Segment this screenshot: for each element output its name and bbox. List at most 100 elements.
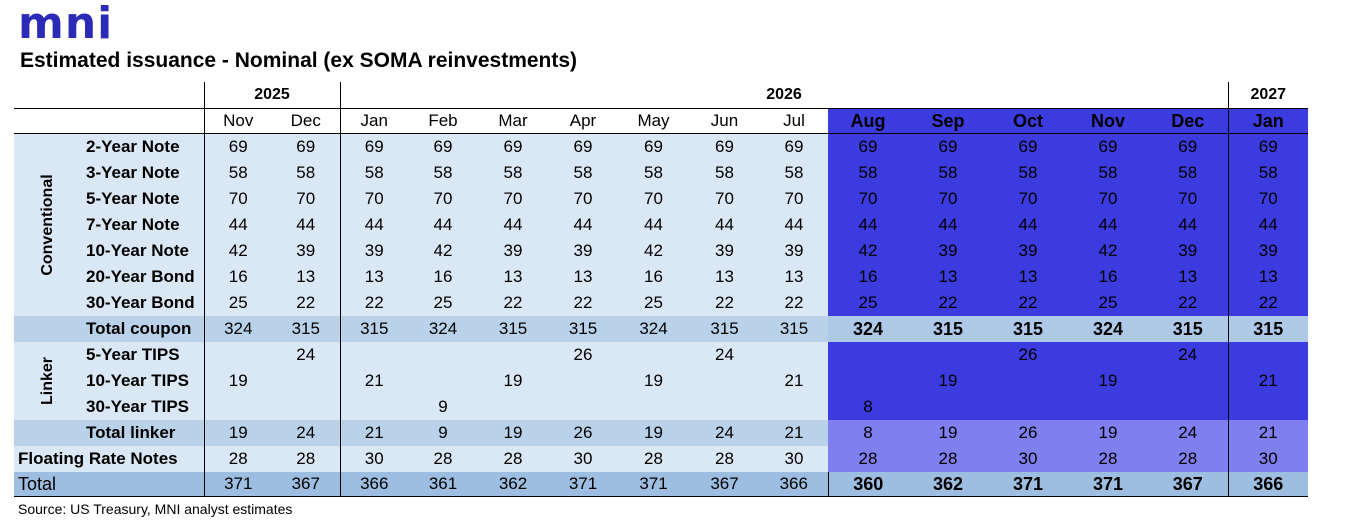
value-cell: 19 [478,420,548,446]
value-cell: 13 [689,264,760,290]
value-cell: 69 [828,133,908,160]
value-cell [340,394,408,420]
row-label: Total [14,472,205,497]
value-cell: 367 [689,472,760,497]
value-cell: 58 [828,160,908,186]
value-cell: 42 [1068,238,1148,264]
value-cell: 13 [478,264,548,290]
value-cell: 69 [340,133,408,160]
value-cell: 69 [689,133,760,160]
year-2025: 2025 [204,82,341,109]
value-cell: 315 [1148,316,1229,342]
value-cell: 58 [272,160,341,186]
value-cell: 44 [548,212,618,238]
value-cell [618,342,689,368]
row-label: 30-Year TIPS [82,394,205,420]
value-cell: 69 [204,133,272,160]
value-cell: 362 [478,472,548,497]
value-cell [988,368,1068,394]
value-cell: 315 [340,316,408,342]
value-cell: 366 [760,472,829,497]
issuance-table: 2025 2026 2027 Nov Dec Jan Feb Mar Apr M… [14,82,1308,497]
row-label: 5-Year Note [82,186,205,212]
value-cell: 44 [1148,212,1229,238]
row-3-year-note: 3-Year Note 58 58 58 58 58 58 58 58 58 58 58 58 58 58 5… [14,160,1308,186]
value-cell [988,394,1068,420]
value-cell: 22 [760,290,828,316]
month-header: Dec [272,108,341,134]
value-cell: 21 [1228,420,1308,446]
month-header: Jul [760,108,828,134]
value-cell: 70 [340,186,408,212]
value-cell [548,394,618,420]
value-cell: 16 [618,264,689,290]
value-cell: 58 [1068,160,1148,186]
month-header: Jan [1228,108,1308,134]
value-cell: 44 [760,212,828,238]
value-cell: 28 [478,446,548,472]
month-header: Feb [408,108,478,134]
value-cell: 371 [618,472,689,497]
value-cell: 21 [760,420,828,446]
value-cell: 13 [1148,264,1229,290]
value-cell: 371 [548,472,618,497]
value-cell: 70 [548,186,618,212]
row-30-year-tips: 30-Year TIPS 9 8 [14,394,1308,420]
value-cell: 44 [828,212,908,238]
value-cell: 30 [1228,446,1308,472]
value-cell: 44 [272,212,341,238]
value-cell: 324 [204,316,272,342]
value-cell: 70 [204,186,272,212]
value-cell: 28 [1068,446,1148,472]
value-cell [340,342,408,368]
value-cell: 19 [1068,420,1148,446]
row-label: 2-Year Note [82,133,205,160]
value-cell: 69 [760,133,828,160]
value-cell: 315 [1228,316,1308,342]
value-cell: 58 [689,160,760,186]
value-cell [1068,342,1148,368]
value-cell [689,394,760,420]
value-cell: 44 [340,212,408,238]
row-label: Total linker [82,420,205,446]
value-cell: 25 [618,290,689,316]
value-cell: 22 [272,290,341,316]
value-cell: 28 [272,446,341,472]
value-cell: 28 [1148,446,1229,472]
value-cell: 315 [988,316,1068,342]
value-cell: 44 [618,212,689,238]
value-cell: 24 [689,342,760,368]
value-cell: 39 [1228,238,1308,264]
value-cell: 22 [1148,290,1229,316]
value-cell: 9 [408,394,478,420]
row-7-year-note: 7-Year Note 44 44 44 44 44 44 44 44 44 44 44 44 44 44 4… [14,212,1308,238]
value-cell: 44 [1068,212,1148,238]
value-cell: 21 [340,368,408,394]
value-cell: 28 [618,446,689,472]
value-cell [760,342,828,368]
value-cell: 24 [1148,420,1229,446]
value-cell: 58 [204,160,272,186]
value-cell [828,342,908,368]
row-5-year-note: 5-Year Note 70 70 70 70 70 70 70 70 70 70 70 70 70 70 7… [14,186,1308,212]
value-cell: 58 [548,160,618,186]
value-cell: 22 [1228,290,1308,316]
value-cell: 362 [908,472,988,497]
value-cell: 13 [908,264,988,290]
value-cell: 24 [272,420,341,446]
value-cell: 70 [1228,186,1308,212]
month-header: Sep [908,108,988,134]
year-2027: 2027 [1250,86,1287,103]
value-cell: 22 [340,290,408,316]
value-cell: 28 [689,446,760,472]
value-cell: 25 [408,290,478,316]
value-cell: 28 [828,446,908,472]
row-total-linker: Total linker 19 24 21 9 19 26 19 24 21 8 19 26 19 24 21 [14,420,1308,446]
value-cell [204,342,272,368]
value-cell: 28 [204,446,272,472]
value-cell: 22 [689,290,760,316]
value-cell: 16 [1068,264,1148,290]
value-cell: 371 [204,472,272,497]
value-cell: 70 [272,186,341,212]
value-cell [272,368,341,394]
